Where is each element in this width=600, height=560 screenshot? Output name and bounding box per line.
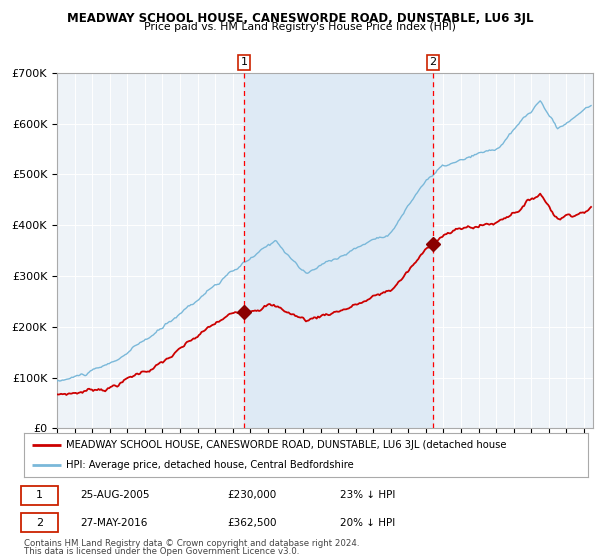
Text: This data is licensed under the Open Government Licence v3.0.: This data is licensed under the Open Gov… xyxy=(24,547,299,556)
Text: 23% ↓ HPI: 23% ↓ HPI xyxy=(340,491,395,500)
Text: 25-AUG-2005: 25-AUG-2005 xyxy=(80,491,150,500)
Text: 1: 1 xyxy=(36,491,43,500)
Text: 1: 1 xyxy=(241,58,248,67)
Text: 2: 2 xyxy=(430,58,437,67)
Text: 2: 2 xyxy=(36,518,43,528)
Bar xyxy=(244,73,433,428)
Text: £362,500: £362,500 xyxy=(227,518,277,528)
Text: MEADWAY SCHOOL HOUSE, CANESWORDE ROAD, DUNSTABLE, LU6 3JL: MEADWAY SCHOOL HOUSE, CANESWORDE ROAD, D… xyxy=(67,12,533,25)
Text: 27-MAY-2016: 27-MAY-2016 xyxy=(80,518,148,528)
FancyBboxPatch shape xyxy=(21,486,58,505)
FancyBboxPatch shape xyxy=(21,514,58,532)
Text: MEADWAY SCHOOL HOUSE, CANESWORDE ROAD, DUNSTABLE, LU6 3JL (detached house: MEADWAY SCHOOL HOUSE, CANESWORDE ROAD, D… xyxy=(66,440,507,450)
Text: HPI: Average price, detached house, Central Bedfordshire: HPI: Average price, detached house, Cent… xyxy=(66,460,354,470)
Text: Price paid vs. HM Land Registry's House Price Index (HPI): Price paid vs. HM Land Registry's House … xyxy=(144,22,456,32)
Text: 20% ↓ HPI: 20% ↓ HPI xyxy=(340,518,395,528)
Text: £230,000: £230,000 xyxy=(227,491,276,500)
Text: Contains HM Land Registry data © Crown copyright and database right 2024.: Contains HM Land Registry data © Crown c… xyxy=(24,539,359,548)
